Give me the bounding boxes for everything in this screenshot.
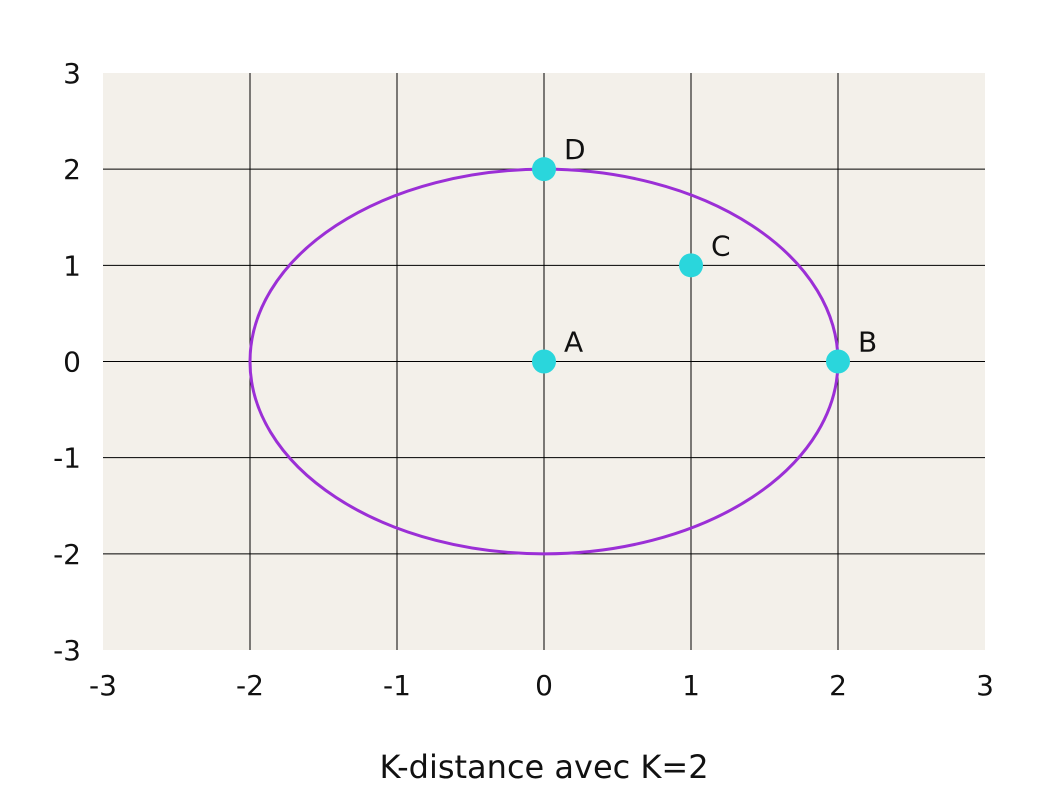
x-tick-label: 3 [976,669,994,702]
point-b [826,349,850,374]
x-axis-title: K-distance avec K=2 [379,748,708,786]
y-axis-tick-labels: -3 -2 -1 0 1 2 3 [53,57,81,667]
y-tick-label: 2 [63,153,81,186]
y-tick-label: 3 [63,57,81,90]
y-tick-label: -3 [53,634,81,667]
point-label-b: B [858,326,877,359]
x-axis-tick-labels: -3 -2 -1 0 1 2 3 [89,669,994,702]
point-label-d: D [564,133,586,166]
x-tick-label: 0 [535,669,553,702]
x-tick-label: -2 [236,669,264,702]
y-tick-label: -1 [53,442,81,475]
point-d [532,157,556,182]
point-label-a: A [564,326,583,359]
data-points: A B C D [532,133,877,374]
y-tick-label: -2 [53,538,81,571]
y-tick-label: 1 [63,249,81,282]
x-tick-label: 2 [829,669,847,702]
x-tick-label: -1 [383,669,411,702]
y-tick-label: 0 [63,346,81,379]
x-tick-label: 1 [682,669,700,702]
point-a [532,349,556,374]
point-c [679,253,703,278]
x-tick-label: -3 [89,669,117,702]
point-label-c: C [711,229,731,262]
